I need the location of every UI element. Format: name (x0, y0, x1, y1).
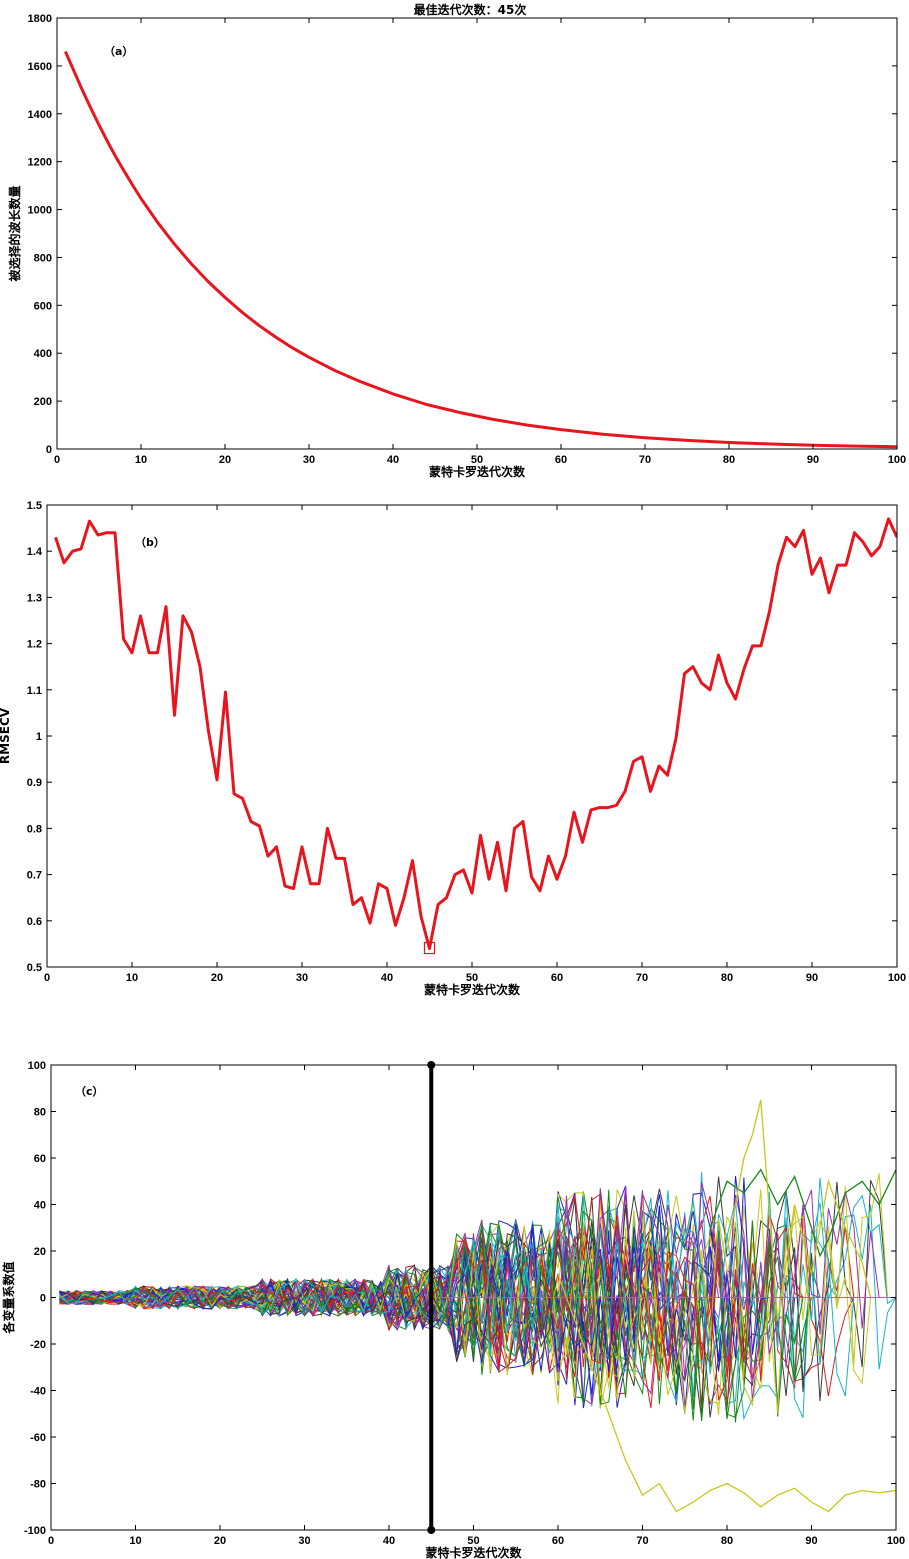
coefficient-trace (59, 1220, 896, 1422)
x-tick-label: 50 (467, 1535, 479, 1547)
x-tick-label: 80 (721, 1535, 733, 1547)
x-axis-label: 蒙特卡罗迭代次数 (429, 464, 526, 479)
x-tick-label: 70 (639, 454, 651, 466)
data-line (64, 50, 897, 449)
y-tick-label: 1400 (28, 109, 52, 121)
y-tick-label: 60 (34, 1153, 46, 1165)
x-tick-label: 10 (126, 972, 138, 984)
y-tick-label: 1.4 (27, 546, 43, 558)
x-tick-label: 90 (805, 1535, 817, 1547)
y-tick-label: -20 (30, 1339, 46, 1351)
y-tick-label: 1.5 (27, 500, 42, 512)
plot-area (64, 50, 897, 449)
x-tick-label: 70 (636, 972, 648, 984)
x-tick-label: 0 (48, 1535, 54, 1547)
y-axis-label: 各变量系数值 (1, 1261, 16, 1334)
x-tick-label: 100 (887, 1535, 905, 1547)
chart-panel-c: 0 10 20 30 40 50 60 70 80 90 100 -100 -80 -60 -40 -20 0 2… (1, 1060, 905, 1559)
y-tick-label: 200 (34, 396, 52, 408)
y-tick-label: 20 (34, 1246, 46, 1258)
y-tick-label: -80 (30, 1479, 46, 1491)
plot-area (54, 517, 897, 950)
coefficient-trace (726, 1099, 872, 1321)
coefficient-trace (59, 1186, 896, 1380)
panel-annotation: （b） (135, 536, 165, 549)
x-tick-label: 70 (636, 1535, 648, 1547)
x-tick-label: 50 (466, 972, 478, 984)
x-tick-label: 60 (551, 972, 563, 984)
chart-panel-a: 0 10 20 30 40 50 60 70 80 90 100020040060080010001… (7, 13, 906, 479)
x-tick-label: 50 (471, 454, 483, 466)
panel-annotation: （c） (75, 1085, 104, 1098)
y-tick-label: -40 (30, 1386, 46, 1398)
x-tick-label: 0 (54, 454, 60, 466)
y-tick-label: 1200 (28, 157, 52, 169)
x-tick-label: 30 (296, 972, 308, 984)
y-tick-label: -60 (30, 1432, 46, 1444)
y-axis-label: RMSECV (0, 707, 12, 764)
y-tick-label: 0 (46, 444, 52, 456)
y-tick-label: 100 (28, 1060, 46, 1072)
y-tick-label: 0.5 (27, 962, 42, 974)
x-tick-label: 10 (129, 1535, 141, 1547)
data-line (54, 517, 897, 950)
x-tick-label: 80 (721, 972, 733, 984)
x-tick-label: 60 (555, 454, 567, 466)
y-tick-label: 400 (34, 348, 52, 360)
x-tick-label: 20 (211, 972, 223, 984)
y-tick-label: -100 (24, 1525, 46, 1537)
x-tick-label: 40 (381, 972, 393, 984)
y-tick-label: 600 (34, 300, 52, 312)
y-tick-label: 0.7 (27, 870, 42, 882)
x-tick-label: 40 (387, 454, 399, 466)
coefficient-trace (709, 1168, 896, 1258)
x-tick-label: 90 (806, 972, 818, 984)
y-tick-label: 0 (40, 1293, 46, 1305)
y-tick-label: 0.8 (27, 823, 42, 835)
x-tick-label: 0 (44, 972, 50, 984)
coefficient-trace (59, 1215, 896, 1414)
x-axis-label: 蒙特卡罗迭代次数 (424, 982, 521, 997)
y-tick-label: 40 (34, 1200, 46, 1212)
y-tick-label: 1.3 (27, 592, 42, 604)
x-tick-label: 60 (552, 1535, 564, 1547)
x-tick-label: 100 (888, 972, 906, 984)
y-tick-label: 1000 (28, 205, 52, 217)
y-tick-label: 80 (34, 1107, 46, 1119)
x-tick-label: 20 (219, 454, 231, 466)
x-tick-label: 80 (723, 454, 735, 466)
y-tick-label: 0.9 (27, 777, 42, 789)
x-axis-label: 蒙特卡罗迭代次数 (425, 1545, 522, 1559)
y-tick-label: 1800 (28, 13, 52, 25)
x-tick-label: 20 (214, 1535, 226, 1547)
y-tick-label: 800 (34, 252, 52, 264)
figure-title: 最佳迭代次数：45次 (414, 2, 527, 17)
y-tick-label: 1.2 (27, 639, 42, 651)
y-tick-label: 1 (36, 731, 42, 743)
x-tick-label: 30 (303, 454, 315, 466)
x-tick-label: 100 (888, 454, 906, 466)
panel-annotation: （a） (104, 45, 133, 58)
x-tick-label: 40 (383, 1535, 395, 1547)
x-tick-label: 30 (298, 1535, 310, 1547)
chart-panel-b: 0 10 20 30 40 50 60 70 80 90 100 0.5 0.6 0.7 0.8 0.9 1 1.… (0, 500, 906, 997)
minimum-marker (423, 941, 436, 955)
y-tick-label: 0.6 (27, 916, 42, 928)
y-tick-label: 1.1 (27, 685, 42, 697)
plot-area (59, 1099, 896, 1513)
x-tick-label: 10 (135, 454, 147, 466)
y-axis-label: 被选择的波长数量 (7, 185, 22, 281)
y-tick-label: 1600 (28, 61, 52, 73)
coefficient-trace (557, 1274, 896, 1513)
x-tick-label: 90 (807, 454, 819, 466)
